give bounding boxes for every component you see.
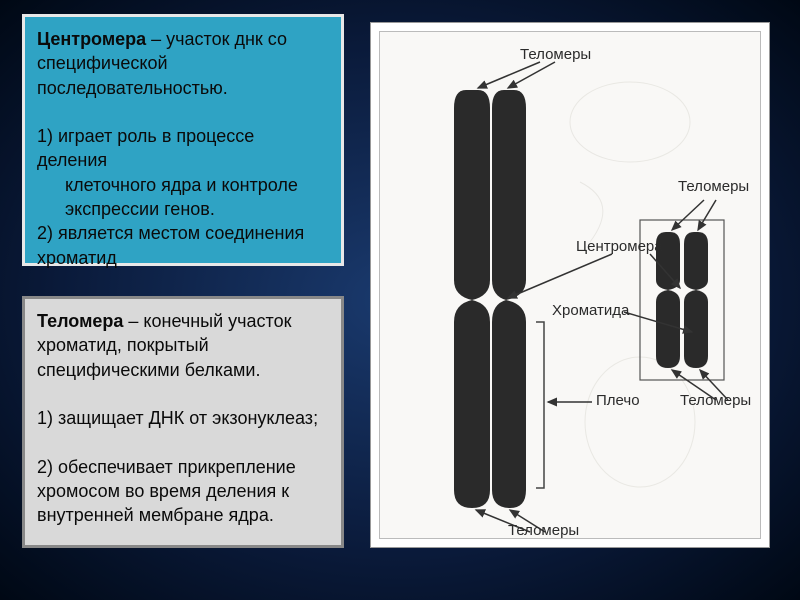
label-telomeres-top: Теломеры bbox=[520, 46, 591, 63]
figure-svg bbox=[380, 32, 764, 542]
telomere-point2: 2) обеспечивает прикрепление хромосом во… bbox=[37, 455, 329, 528]
label-centromere: Центромера bbox=[576, 238, 663, 255]
big-right-chromatid bbox=[492, 90, 526, 508]
telomere-term: Теломера bbox=[37, 311, 123, 331]
centromere-point1-l3: экспрессии генов. bbox=[37, 197, 329, 221]
telomere-point1: 1) защищает ДНК от экзонуклеаз; bbox=[37, 406, 329, 430]
centromere-definition-box: Центромера – участок днк со специфическо… bbox=[22, 14, 344, 266]
telomere-definition-box: Теломера – конечный участок хроматид, по… bbox=[22, 296, 344, 548]
label-telomeres-bottom: Теломеры bbox=[508, 522, 579, 539]
label-telomeres-small-top: Теломеры bbox=[678, 178, 749, 195]
small-right-chromatid bbox=[684, 232, 708, 368]
centromere-point1-l1: 1) играет роль в процессе деления bbox=[37, 124, 329, 173]
centromere-term: Центромера bbox=[37, 29, 146, 49]
big-left-chromatid bbox=[454, 90, 490, 508]
centromere-term-line: Центромера – участок днк со специфическо… bbox=[37, 27, 329, 100]
label-telomeres-small-bottom: Теломеры bbox=[680, 392, 751, 409]
telomere-term-line: Теломера – конечный участок хроматид, по… bbox=[37, 309, 329, 382]
figure-inner: Теломеры Теломеры Центромера Хроматида П… bbox=[379, 31, 761, 539]
label-chromatid: Хроматида bbox=[552, 302, 629, 319]
centromere-point2: 2) является местом соединения хроматид bbox=[37, 221, 329, 270]
chromosome-figure: Теломеры Теломеры Центромера Хроматида П… bbox=[370, 22, 770, 548]
label-arm: Плечо bbox=[596, 392, 640, 409]
centromere-point1-l2: клеточного ядра и контроле bbox=[37, 173, 329, 197]
